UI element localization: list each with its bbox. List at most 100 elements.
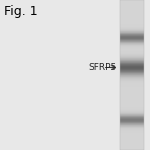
- Bar: [120, 83, 144, 84]
- Bar: [120, 121, 144, 122]
- Bar: [120, 56, 144, 57]
- Bar: [120, 126, 144, 127]
- Bar: [120, 1, 144, 2]
- Bar: [120, 51, 144, 52]
- Bar: [120, 22, 144, 23]
- Bar: [120, 3, 144, 4]
- Bar: [120, 12, 144, 13]
- Bar: [120, 8, 144, 9]
- Bar: [120, 90, 144, 91]
- Bar: [120, 114, 144, 115]
- Bar: [120, 46, 144, 47]
- Bar: [120, 20, 144, 21]
- Bar: [120, 78, 144, 79]
- Bar: [120, 118, 144, 119]
- Bar: [120, 63, 144, 64]
- Bar: [120, 115, 144, 116]
- Bar: [120, 122, 144, 123]
- Bar: [120, 87, 144, 88]
- Bar: [120, 101, 144, 102]
- Bar: [120, 75, 144, 76]
- Bar: [120, 53, 144, 54]
- Bar: [120, 58, 144, 59]
- Bar: [120, 82, 144, 83]
- Bar: [120, 24, 144, 25]
- Bar: [120, 89, 144, 90]
- Bar: [120, 13, 144, 14]
- Bar: [120, 139, 144, 140]
- Bar: [120, 87, 144, 88]
- Bar: [120, 20, 144, 21]
- Bar: [120, 130, 144, 131]
- Bar: [120, 53, 144, 54]
- Bar: [120, 102, 144, 103]
- Bar: [120, 18, 144, 19]
- Bar: [120, 10, 144, 11]
- Bar: [120, 123, 144, 124]
- Bar: [120, 147, 144, 148]
- Bar: [120, 27, 144, 28]
- Bar: [120, 60, 144, 61]
- Bar: [120, 61, 144, 62]
- Bar: [120, 142, 144, 143]
- Bar: [120, 9, 144, 10]
- Bar: [120, 113, 144, 114]
- Bar: [120, 47, 144, 48]
- Bar: [120, 129, 144, 130]
- Bar: [120, 54, 144, 55]
- Bar: [120, 40, 144, 41]
- Bar: [120, 59, 144, 60]
- Bar: [120, 131, 144, 132]
- Bar: [120, 70, 144, 71]
- Bar: [120, 14, 144, 15]
- Bar: [120, 86, 144, 87]
- Bar: [120, 147, 144, 148]
- Bar: [120, 44, 144, 45]
- Bar: [120, 47, 144, 48]
- Bar: [120, 122, 144, 123]
- Bar: [120, 38, 144, 39]
- Bar: [120, 92, 144, 93]
- Bar: [120, 17, 144, 18]
- Bar: [120, 55, 144, 56]
- Bar: [120, 40, 144, 41]
- Bar: [120, 142, 144, 143]
- Bar: [120, 79, 144, 80]
- Bar: [120, 94, 144, 95]
- Bar: [120, 16, 144, 17]
- Bar: [120, 74, 144, 75]
- Bar: [120, 36, 144, 37]
- Bar: [120, 6, 144, 7]
- Bar: [120, 119, 144, 120]
- Bar: [120, 41, 144, 42]
- Bar: [120, 144, 144, 145]
- Bar: [120, 29, 144, 30]
- Bar: [120, 140, 144, 141]
- Bar: [120, 51, 144, 52]
- Bar: [120, 141, 144, 142]
- Bar: [120, 52, 144, 53]
- Bar: [120, 95, 144, 96]
- Bar: [120, 67, 144, 68]
- Bar: [120, 7, 144, 8]
- Bar: [120, 6, 144, 7]
- Bar: [120, 112, 144, 113]
- Bar: [120, 138, 144, 139]
- Bar: [120, 112, 144, 113]
- Bar: [120, 92, 144, 93]
- Bar: [120, 119, 144, 120]
- Bar: [120, 49, 144, 50]
- Bar: [120, 50, 144, 51]
- Bar: [120, 9, 144, 10]
- Bar: [120, 30, 144, 31]
- Bar: [120, 98, 144, 99]
- Bar: [120, 39, 144, 40]
- Bar: [120, 62, 144, 63]
- Bar: [120, 4, 144, 5]
- Bar: [120, 52, 144, 53]
- Bar: [120, 95, 144, 96]
- Bar: [120, 68, 144, 69]
- Bar: [120, 86, 144, 87]
- Bar: [120, 138, 144, 139]
- Bar: [120, 108, 144, 109]
